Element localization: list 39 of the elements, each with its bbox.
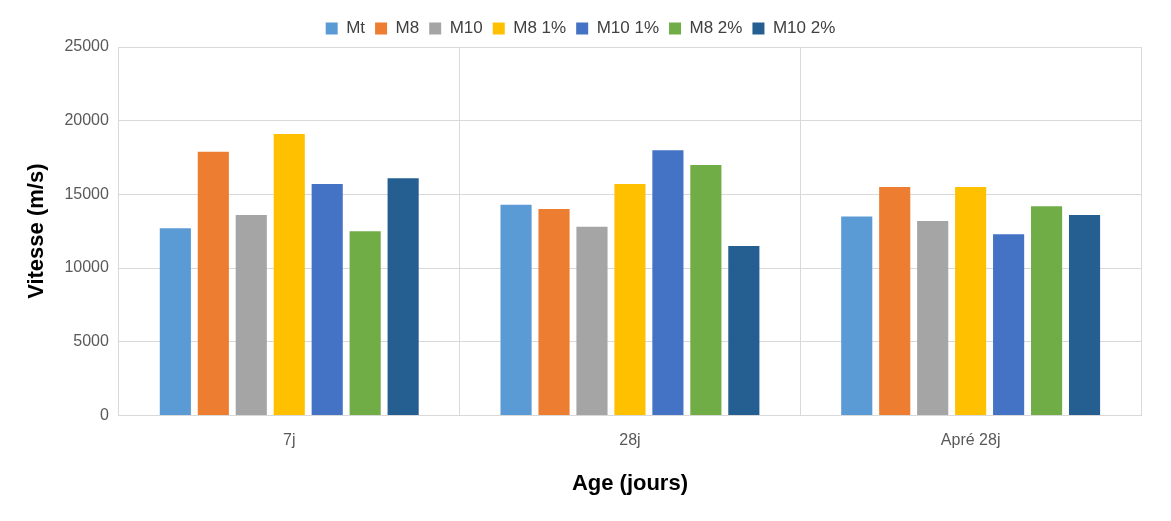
bar [235, 214, 267, 415]
y-tick-label: 0 [99, 405, 109, 423]
bar [159, 228, 191, 415]
bar [387, 178, 419, 415]
bar [576, 226, 608, 415]
bar [917, 220, 949, 415]
bar [728, 245, 760, 415]
x-tick-label: Apré 28j [940, 431, 1001, 449]
bar [955, 186, 987, 415]
bar [273, 133, 305, 415]
x-tick-label: 28j [619, 431, 641, 449]
y-tick-label: 25000 [64, 37, 109, 55]
y-tick-label: 15000 [64, 184, 109, 202]
x-tick-label: 7j [283, 431, 296, 449]
bar [349, 231, 381, 415]
bar [993, 234, 1025, 415]
bar [1068, 214, 1101, 415]
bar [538, 209, 570, 415]
bar [652, 150, 684, 415]
legend-label: M8 1% [513, 18, 567, 38]
bar [311, 184, 343, 415]
bar [500, 204, 532, 415]
legend-label: M8 2% [689, 18, 743, 38]
x-axis-title: Age (jours) [571, 469, 689, 495]
bar [1031, 206, 1063, 415]
bar [197, 151, 229, 415]
y-tick-label: 5000 [73, 332, 109, 350]
bar [690, 164, 722, 415]
bar [614, 184, 646, 415]
legend-label: M8 [395, 18, 420, 38]
bar [841, 216, 873, 415]
y-axis-title: Vitesse (m/s) [23, 163, 49, 299]
legend-label: M10 2% [772, 18, 836, 38]
y-tick-label: 10000 [64, 258, 109, 276]
bar [879, 186, 911, 415]
legend-label: M10 [449, 18, 483, 38]
legend-label: Mt [346, 18, 366, 38]
y-tick-label: 20000 [64, 111, 109, 129]
legend-label: M10 1% [596, 18, 660, 38]
